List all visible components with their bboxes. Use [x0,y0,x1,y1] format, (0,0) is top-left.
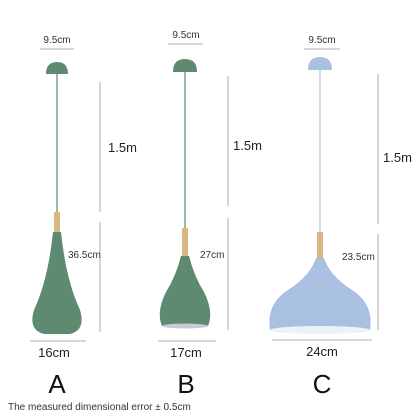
shade-width: 17cm [170,345,202,360]
model-label: B [177,369,194,399]
shade-rim [162,323,208,329]
shade [269,258,371,330]
model-label: C [313,369,332,399]
canopy [308,57,332,70]
shade-height: 36.5cm [68,250,101,261]
canopy [46,62,68,74]
cord-length: 1.5m [108,140,137,155]
wood-holder [182,228,188,256]
model-label: A [48,369,66,399]
canopy-width: 9.5cm [308,35,335,46]
shade-rim [270,326,370,334]
lamp-c: 9.5cm 1.5m 23.5cm 24cm C [269,35,412,399]
cord-length: 1.5m [383,150,412,165]
canopy [173,59,197,72]
shade-width: 24cm [306,344,338,359]
canopy-width: 9.5cm [43,35,70,46]
wood-holder [317,232,323,258]
shade-height: 23.5cm [342,252,375,263]
shade-width: 16cm [38,345,70,360]
shade-height: 27cm [200,250,224,261]
wood-holder [54,212,60,232]
lamp-a: 9.5cm 1.5m 36.5cm 16cm A [30,35,137,399]
canopy-width: 9.5cm [172,30,199,41]
shade [159,256,211,326]
cord-length: 1.5m [233,138,262,153]
lamp-b: 9.5cm 1.5m 27cm 17cm B [158,30,262,399]
footer-note: The measured dimensional error ± 0.5cm [8,402,191,413]
shade [32,232,82,334]
